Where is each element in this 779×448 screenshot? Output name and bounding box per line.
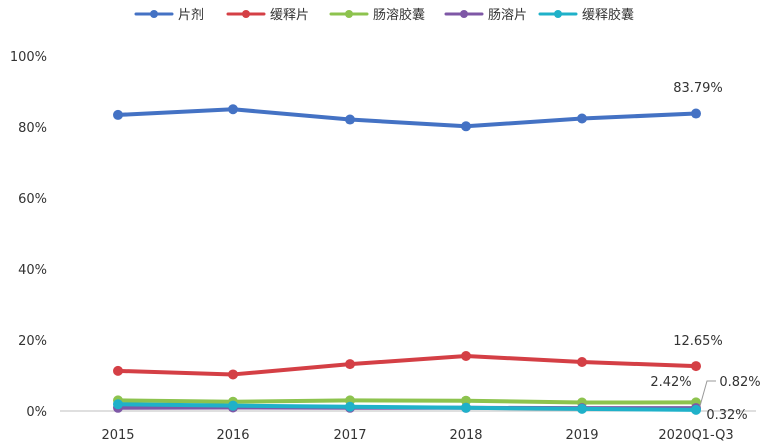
data-point (228, 400, 238, 411)
legend-marker (242, 10, 250, 18)
x-tick-label: 2019 (565, 428, 598, 443)
data-label: 12.65% (673, 334, 723, 349)
data-point (228, 104, 238, 115)
series-5 (113, 399, 701, 415)
data-point (691, 108, 701, 119)
x-tick-label: 2016 (216, 428, 249, 443)
series-line (116, 353, 698, 377)
legend-marker (345, 10, 353, 18)
legend-item: 缓释片 (226, 8, 309, 23)
legend-label: 肠溶胶囊 (373, 7, 425, 23)
data-point (345, 359, 355, 370)
data-point (461, 395, 471, 406)
data-point (461, 402, 471, 413)
y-tick-label: 20% (18, 334, 47, 349)
data-label: 0.32% (706, 408, 747, 423)
legend-label: 缓释胶囊 (582, 7, 634, 23)
legend-item: 片剂 (134, 8, 204, 23)
data-point (577, 357, 587, 368)
legend-label: 片剂 (178, 8, 204, 23)
legend-marker (460, 10, 468, 18)
y-axis: 0% 20% 40% 60% 80% 100% (10, 50, 47, 420)
data-point (345, 401, 355, 412)
legend-item: 肠溶胶囊 (329, 7, 425, 23)
data-point (691, 404, 701, 415)
legend-item: 肠溶片 (444, 8, 527, 23)
data-point (577, 403, 587, 414)
legend-label: 缓释片 (270, 8, 309, 23)
series-line (116, 107, 698, 129)
series-1 (113, 104, 701, 132)
data-label: 0.82% (719, 375, 760, 390)
x-tick-label: 2018 (449, 428, 482, 443)
data-label: 2.42% (650, 375, 691, 390)
data-point (461, 121, 471, 132)
data-point (345, 114, 355, 125)
data-point (461, 350, 471, 361)
legend-marker (554, 10, 562, 18)
data-label: 83.79% (673, 81, 723, 96)
data-labels: 83.79% 12.65% 2.42% 0.82% 0.32% (650, 81, 760, 423)
legend-label: 肠溶片 (488, 8, 527, 23)
label-leader-line (699, 380, 716, 407)
y-tick-label: 80% (18, 121, 47, 136)
x-axis: 2015 2016 2017 2018 2019 2020Q1-Q3 (60, 410, 756, 443)
data-point (577, 113, 587, 124)
x-tick-label: 2020Q1-Q3 (658, 428, 733, 443)
legend-marker (150, 10, 158, 18)
legend: 片剂 缓释片 肠溶胶囊 肠溶片 缓释胶囊 (134, 7, 634, 23)
y-tick-label: 60% (18, 192, 47, 207)
x-tick-label: 2017 (333, 428, 366, 443)
data-point (228, 369, 238, 380)
legend-item: 缓释胶囊 (538, 7, 634, 23)
series-line (116, 398, 698, 405)
series-line (116, 402, 698, 412)
series-layer (113, 104, 701, 415)
y-tick-label: 40% (18, 263, 47, 278)
x-tick-label: 2015 (101, 428, 134, 443)
y-tick-label: 100% (10, 50, 47, 65)
series-2 (113, 350, 701, 380)
data-point (113, 109, 123, 120)
y-tick-label: 0% (26, 405, 47, 420)
data-point (113, 365, 123, 376)
data-point (691, 361, 701, 372)
data-point (113, 399, 123, 410)
